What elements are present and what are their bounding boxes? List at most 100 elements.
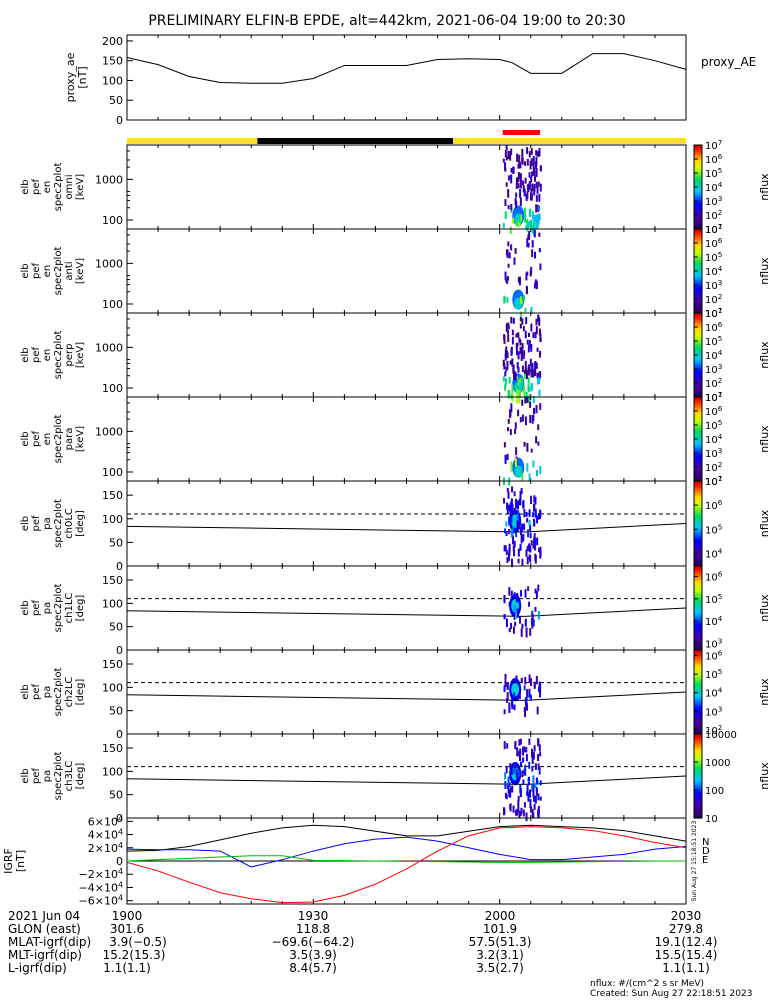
heatmap-pixel [516,808,519,816]
colorbar-cell [694,422,702,425]
heatmap-pixel [521,623,524,629]
y-axis-label-line: omni [64,175,75,200]
heatmap-pixel [511,358,514,367]
heatmap-pixels [503,738,542,822]
heatmap-pixel [532,408,535,415]
heatmap-pixel [506,360,509,370]
colorbar-cell [694,498,702,501]
y-axis-label-line: ch2LC [64,677,75,708]
colorbar-cell [694,805,702,809]
colorbar-cell [694,441,702,444]
colorbar-cell [694,302,702,306]
heatmap-pixel [522,779,525,785]
heatmap-pixel [517,163,520,169]
heatmap-pixel [507,150,510,160]
heatmap-pixel [503,498,506,504]
heatmap-pixel [530,540,533,546]
heatmap-pixel [507,204,510,210]
heatmap-pixel [530,189,533,195]
colorbar-cell [694,755,702,758]
y-axis-label-line: ch1LC [64,593,75,624]
heatmap-pixel [533,222,536,230]
colorbar-cell [694,553,702,556]
colorbar-cell [694,729,702,733]
heatmap-pixel [532,788,535,798]
heatmap-pixel [519,161,522,169]
heatmap-pixel [528,211,531,217]
heatmap-pixel [513,604,516,611]
heatmap-pixel [535,326,538,335]
heatmap-pixel [530,495,533,505]
heatmap-pixel [526,184,529,191]
heatmap-pixel [502,376,505,382]
heatmap-pixel [525,696,528,702]
y-tick-label: 150 [102,55,123,68]
status-bar-segment [127,138,258,144]
y-axis-label-line: spec2plot [53,331,64,380]
heatmap-pixel [520,534,523,544]
colorbar-cell [694,462,702,465]
heatmap-pixel [506,509,509,514]
heatmap-pixel [533,176,536,182]
colorbar-cell [694,517,702,520]
colorbar-cell [694,666,702,670]
colorbar-cell [694,660,702,664]
heatmap-pixel [534,795,537,804]
row-value: 15.2(15.3) [102,948,166,962]
heatmap-pixel [533,168,536,173]
colorbar-cell [694,361,702,364]
heatmap-pixel [537,584,540,592]
heatmap-pixel [508,602,511,607]
heatmap-pixel [514,764,517,769]
heatmap-pixel [536,372,539,378]
colorbar-cell [694,262,702,266]
heatmap-pixel [524,416,527,426]
heatmap-pixel [519,590,522,597]
heatmap-pixel [508,702,511,710]
colorbar-cell [694,765,702,769]
colorbar: 103 104 105 106 nflux [693,565,771,651]
heatmap-pixel [535,470,538,477]
heatmap-pixel [533,495,536,503]
colorbar-cell [694,401,702,404]
heatmap-pixel [535,170,538,178]
colorbar-cell [694,273,702,276]
y-tick-label: 150 [102,658,123,671]
heatmap-pixel [518,154,521,164]
heatmap-pixel [522,185,525,193]
heatmap-pixel [538,547,541,553]
colorbar-cell [694,643,702,647]
heatmap-pixel [504,378,507,386]
heatmap-pixel [521,414,524,422]
heatmap-pixel [504,211,507,219]
colorbar-cell [694,250,702,253]
heatmap-pixel [537,738,540,747]
colorbar-tick-label: 101 [705,474,722,488]
heatmap-pixel [532,369,535,378]
xaxis-annotation-table: 2021 Jun 04 1900 1930 2000 2030 GLON (ea… [0,908,775,980]
colorbar-cell [694,489,702,493]
heatmap-pixel [530,158,533,166]
row-label: L-igrf(dip) [8,961,67,975]
row-value: 2030 [670,909,702,923]
heatmap-pixel [516,153,519,162]
colorbar-cell [694,525,702,529]
colorbar-cell [694,239,702,243]
heatmap-pixel [511,785,514,793]
colorbar-tick-label: 105 [705,522,722,536]
heatmap-pixels [503,584,540,638]
y-axis-label-line: elb [20,263,31,278]
colorbar-cell [694,168,702,171]
colorbar-cell [694,342,702,346]
y-axis-label-line: pa [42,602,53,614]
heatmap-pixel [519,323,522,329]
heatmap-pixel [539,371,542,378]
colorbar-cell [694,424,702,427]
heatmap-pixel [511,698,514,707]
heatmap-pixel [533,251,536,259]
heatmap-pixel [506,297,509,303]
colorbar-cell [694,313,702,316]
heatmap-pixel [538,317,541,326]
